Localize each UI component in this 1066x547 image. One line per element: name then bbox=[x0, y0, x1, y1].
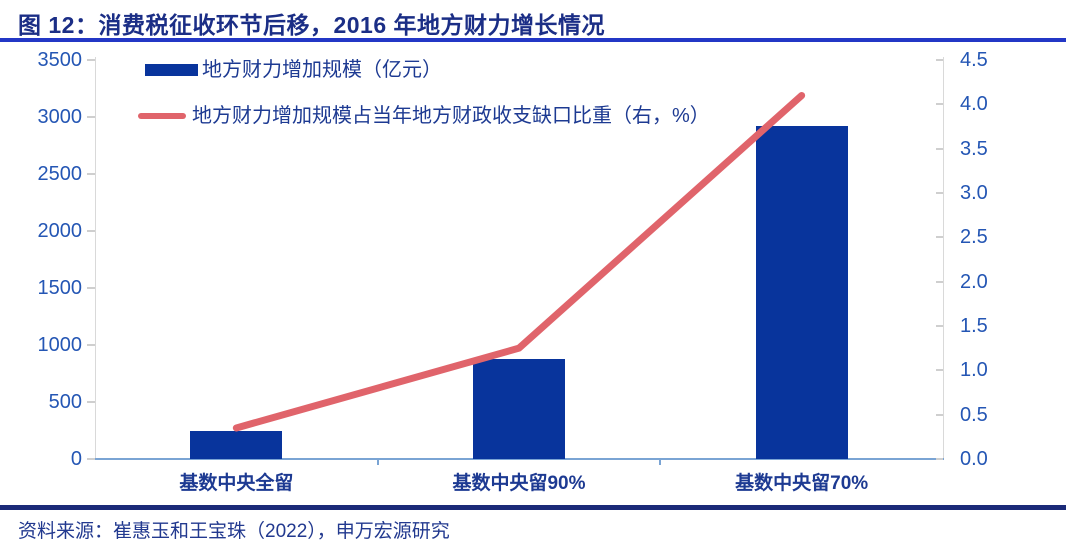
left-axis-tick-label: 3500 bbox=[37, 49, 83, 71]
left-axis-tick-label: 1500 bbox=[37, 277, 83, 299]
bottom-divider bbox=[0, 505, 1066, 510]
bar bbox=[755, 126, 848, 459]
right-axis-tick bbox=[936, 369, 943, 372]
right-axis-tick bbox=[936, 236, 943, 239]
x-axis-category-label: 基数中央全留 bbox=[179, 473, 294, 494]
right-axis-tick bbox=[936, 280, 943, 283]
left-axis-tick-label: 0 bbox=[70, 448, 82, 470]
left-axis-tick-label: 1000 bbox=[37, 334, 83, 356]
right-axis-tick-label: 0.0 bbox=[960, 448, 988, 470]
left-axis-tick bbox=[87, 116, 95, 118]
x-axis-tick bbox=[376, 459, 379, 465]
title-rule bbox=[0, 38, 1066, 42]
right-axis-tick bbox=[936, 147, 943, 150]
left-axis-tick bbox=[87, 230, 95, 232]
right-axis-tick bbox=[936, 458, 943, 460]
x-axis-tick bbox=[659, 459, 662, 465]
right-axis-tick bbox=[936, 325, 943, 327]
left-axis-tick-label: 2500 bbox=[37, 163, 83, 185]
right-axis-tick-label: 0.5 bbox=[960, 403, 988, 426]
right-axis-tick-label: 4.0 bbox=[960, 93, 988, 116]
right-axis-tick-label: 2.5 bbox=[960, 226, 988, 249]
bar bbox=[190, 431, 283, 459]
right-axis-tick-label: 1.0 bbox=[960, 359, 988, 382]
left-axis-tick-label: 2000 bbox=[37, 220, 83, 242]
right-axis-tick bbox=[936, 413, 943, 416]
legend-line-label: 地方财力增加规模占当年地方财政收支缺口比重（右，%） bbox=[192, 105, 710, 127]
right-axis-tick-label: 1.5 bbox=[960, 315, 988, 337]
right-axis-line bbox=[943, 57, 944, 459]
right-axis-tick bbox=[936, 103, 943, 106]
left-axis-tick bbox=[87, 401, 95, 403]
left-axis-tick-label: 3000 bbox=[37, 106, 83, 128]
legend-bar-label: 地方财力增加规模（亿元） bbox=[202, 59, 442, 81]
right-axis-tick bbox=[936, 192, 943, 194]
left-axis-tick bbox=[87, 173, 95, 175]
right-axis-tick-label: 4.5 bbox=[960, 49, 988, 71]
left-axis-tick bbox=[87, 59, 95, 61]
left-axis-tick bbox=[87, 458, 95, 460]
x-axis-category-label: 基数中央留90% bbox=[452, 473, 586, 494]
legend-line-swatch bbox=[138, 113, 186, 119]
x-axis-category-label: 基数中央留70% bbox=[735, 473, 869, 494]
right-axis-tick-label: 3.5 bbox=[960, 137, 988, 160]
right-axis-tick-label: 2.0 bbox=[960, 270, 988, 293]
bar bbox=[473, 358, 565, 459]
right-axis-tick-label: 3.0 bbox=[960, 182, 988, 204]
right-axis-tick bbox=[936, 59, 943, 61]
figure-title: 图 12：消费税征收环节后移，2016 年地方财力增长情况 bbox=[18, 12, 606, 38]
left-axis-line bbox=[95, 57, 96, 459]
source-note: 资料来源：崔惠玉和王宝珠（2022），申万宏源研究 bbox=[18, 521, 450, 542]
left-axis-tick bbox=[87, 287, 95, 289]
x-axis-line bbox=[95, 458, 944, 460]
legend-bar-swatch bbox=[145, 64, 198, 76]
left-axis-tick bbox=[87, 344, 95, 346]
left-axis-tick-label: 500 bbox=[48, 391, 82, 413]
